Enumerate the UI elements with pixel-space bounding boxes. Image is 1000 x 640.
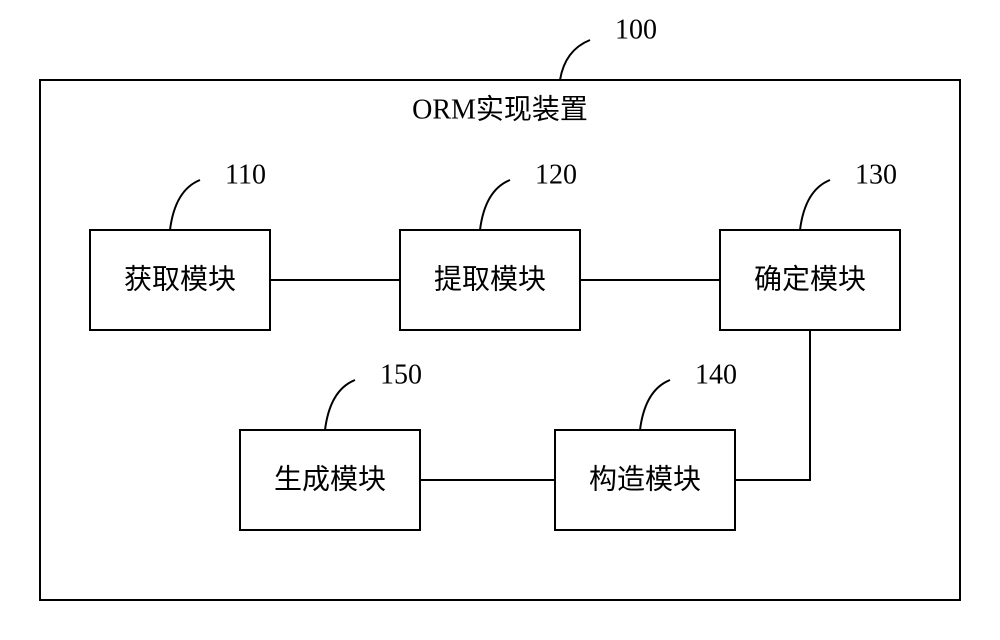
connector-b130-b140: [735, 330, 810, 480]
leader-b140: [640, 380, 670, 430]
module-label-b140: 构造模块: [589, 464, 701, 496]
module-label-b150: 生成模块: [274, 464, 386, 496]
ref-outer: 100: [615, 15, 657, 46]
leader-b110: [170, 180, 200, 230]
leader-b150: [325, 380, 355, 430]
ref-b140: 140: [695, 360, 737, 391]
outer-box: [40, 80, 960, 600]
module-label-b120: 提取模块: [434, 264, 546, 296]
leader-b130: [800, 180, 830, 230]
leader-outer: [560, 40, 590, 80]
leader-b120: [480, 180, 510, 230]
diagram-title: ORM实现装置: [412, 94, 588, 126]
module-label-b130: 确定模块: [754, 264, 866, 296]
ref-b110: 110: [225, 160, 266, 191]
module-label-b110: 获取模块: [124, 264, 236, 296]
ref-b150: 150: [380, 360, 422, 391]
ref-b130: 130: [855, 160, 897, 191]
ref-b120: 120: [535, 160, 577, 191]
